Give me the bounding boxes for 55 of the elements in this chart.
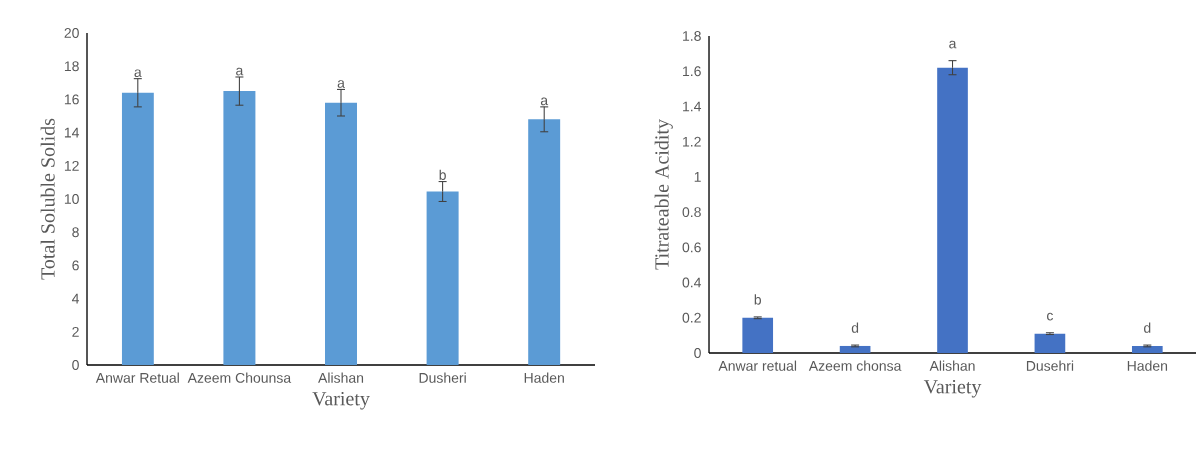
y-tick-label: 0.4 [682,277,702,288]
y-tick-label: 1.6 [683,66,701,77]
x-tick-label: Azeem Chounsa [187,372,292,383]
y-axis-title: Titrateable Acidity [654,119,673,270]
x-tick-label: Alishan [318,372,364,383]
y-tick-label: 0.8 [682,207,701,218]
y-tick-label: 8 [72,227,79,238]
y-tick-label: 1.8 [683,31,701,41]
annotation: a [949,40,957,49]
bar [426,191,459,365]
y-tick-label: 6 [72,260,79,271]
x-tick-label: Haden [1127,360,1168,371]
x-tick-label: Anwar Retual [95,372,179,383]
x-tick-label: Anwar retual [718,360,797,371]
y-axis-title: Total Soluble Solids [40,118,55,280]
y-tick-label: 4 [71,293,80,304]
annotation: d [1144,322,1151,333]
annotation: b [439,169,446,180]
bar [742,317,774,353]
annotation: c [1047,312,1054,321]
annotation: b [754,294,762,305]
y-tick-label: 0.6 [682,242,701,253]
bar [325,102,357,365]
y-tick-label: 1.2 [683,136,701,147]
y-tick-label: 14 [64,127,80,138]
x-tick-label: Dusehri [1026,360,1074,371]
y-tick-label: 0 [72,360,79,370]
x-axis-title: Variety [923,380,982,398]
x-axis-title: Variety [312,392,370,410]
y-tick-label: 16 [64,94,79,105]
bar [121,92,154,365]
x-tick-label: Alishan [929,360,975,371]
bar [223,91,256,365]
y-tick-label: 1.4 [683,101,702,112]
x-tick-label: Azeem chonsa [808,360,902,371]
y-tick-label: 0 [694,348,701,358]
annotation: a [134,69,142,78]
y-tick-label: 1 [694,172,701,182]
annotation: d [851,322,859,333]
bar [937,67,968,353]
y-tick-label: 12 [64,160,79,171]
bar [1131,345,1163,353]
annotation: a [236,67,244,76]
x-tick-label: Haden [524,372,564,383]
annotation: a [540,97,549,106]
annotation: a [337,80,345,88]
y-tick-label: 0.2 [682,312,701,323]
y-tick-label: 20 [64,28,79,38]
bar [839,345,871,353]
bar [528,119,561,365]
bar [1034,333,1066,353]
y-tick-label: 10 [64,194,79,204]
x-tick-label: Dusheri [419,372,466,383]
y-tick-label: 18 [64,61,79,72]
y-tick-label: 2 [72,326,79,337]
